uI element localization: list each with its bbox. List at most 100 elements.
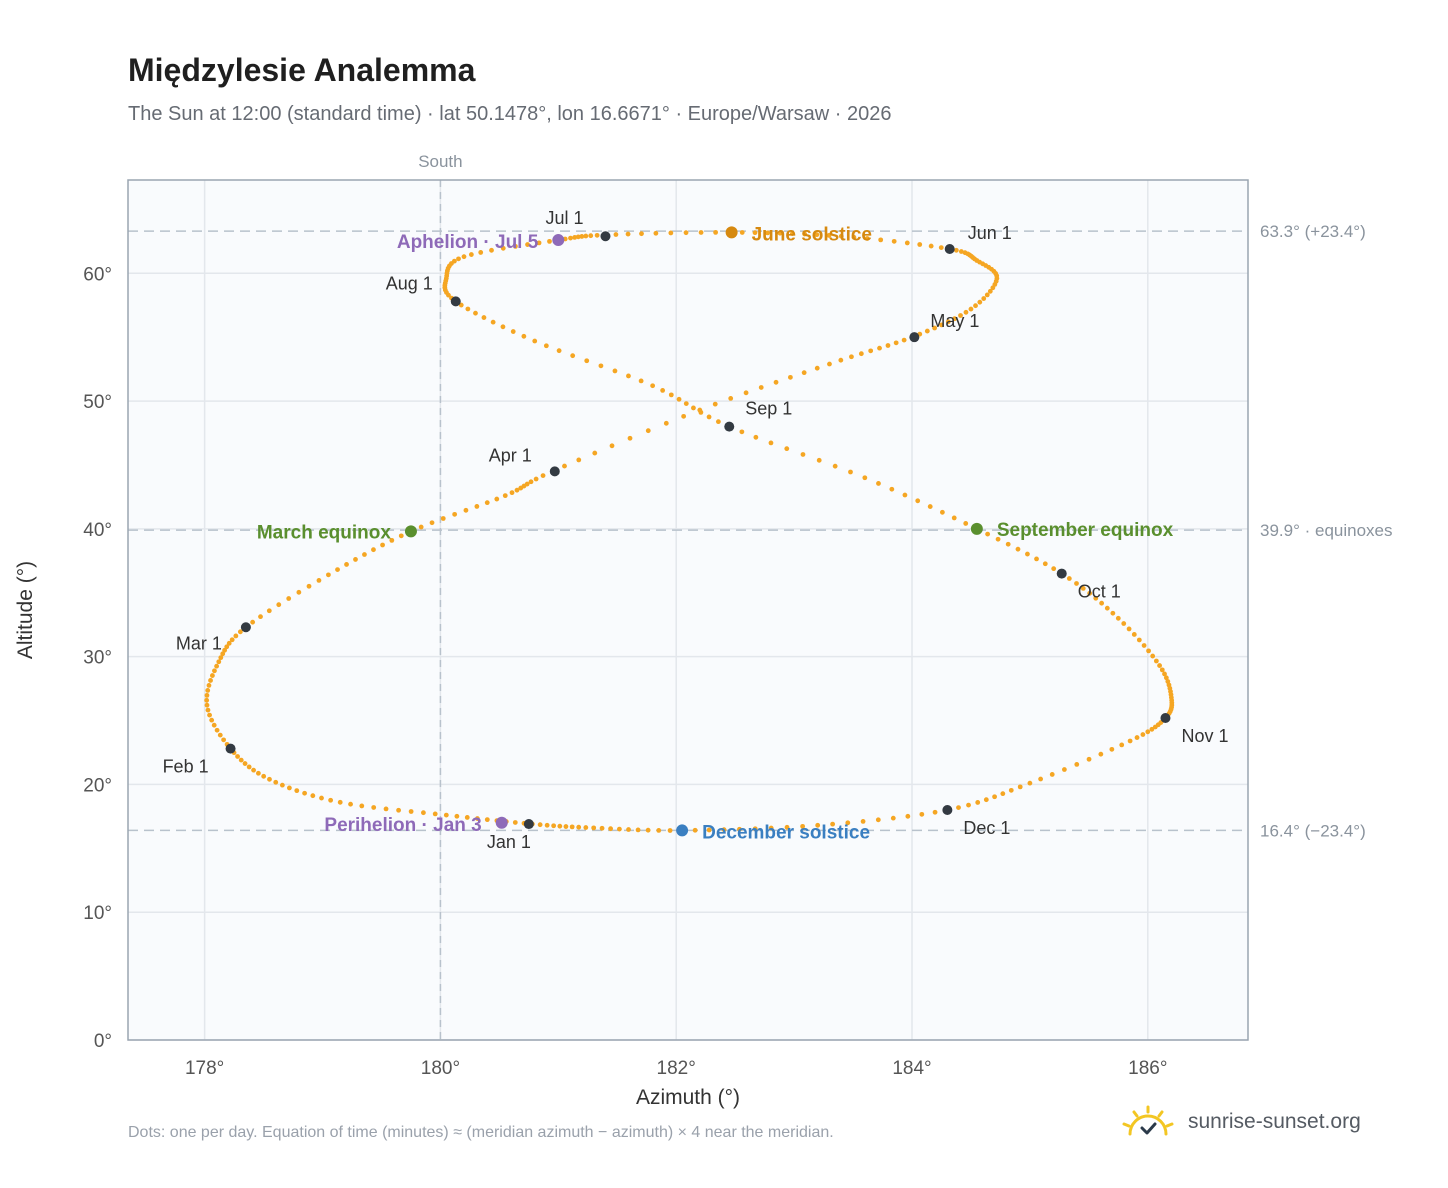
daily-dot <box>1109 746 1115 752</box>
daily-dot <box>668 230 674 236</box>
daily-dot <box>206 682 212 688</box>
daily-dot <box>932 809 938 815</box>
daily-dot <box>575 234 581 240</box>
daily-dot <box>443 812 449 818</box>
daily-dot <box>1115 615 1121 621</box>
daily-dot <box>210 673 215 678</box>
daily-dot <box>250 619 256 625</box>
daily-dot <box>310 793 316 799</box>
daily-dot <box>830 821 836 827</box>
daily-dot <box>1027 780 1033 786</box>
daily-dot <box>576 457 582 463</box>
daily-dot <box>814 365 820 371</box>
daily-dot <box>706 414 712 420</box>
daily-dot <box>681 413 687 419</box>
month-marker <box>724 421 735 432</box>
daily-dot <box>932 325 938 331</box>
daily-dot <box>915 498 921 504</box>
x-tick-label: 180° <box>421 1058 460 1079</box>
daily-dot <box>625 231 631 237</box>
daily-dot <box>1140 732 1146 737</box>
daily-dot <box>739 230 745 235</box>
daily-dot <box>238 757 244 763</box>
daily-dot <box>1025 551 1030 557</box>
daily-dot <box>919 811 925 817</box>
y-tick-label: 20° <box>83 775 112 796</box>
daily-dot <box>500 245 506 251</box>
y-tick-label: 10° <box>83 903 112 924</box>
daily-dot <box>832 463 838 469</box>
daily-dot <box>962 250 968 256</box>
daily-dot <box>984 292 990 298</box>
daily-dot <box>848 469 853 475</box>
daily-dot <box>209 717 215 723</box>
y-tick-label: 40° <box>83 520 112 541</box>
daily-dot <box>579 234 585 239</box>
sun-logo-icon <box>1122 1105 1174 1136</box>
daily-dot <box>547 238 552 244</box>
daily-dot <box>1136 637 1142 643</box>
daily-dot <box>953 247 959 253</box>
daily-dot <box>653 230 659 236</box>
daily-dot <box>261 773 267 779</box>
event-label: Perihelion · Jan 3 <box>324 815 481 836</box>
daily-dots <box>204 229 1175 833</box>
daily-dot <box>927 504 933 509</box>
daily-dot <box>924 328 930 334</box>
daily-dot <box>267 776 272 782</box>
daily-dot <box>1127 738 1133 744</box>
daily-dot <box>656 828 662 833</box>
daily-dot <box>787 374 793 380</box>
daily-dot <box>532 338 538 344</box>
daily-dot <box>229 637 235 643</box>
brand[interactable]: sunrise-sunset.org <box>1120 1104 1361 1140</box>
daily-dot <box>713 229 719 235</box>
daily-dot <box>599 825 605 831</box>
daily-dot <box>383 806 389 812</box>
daily-dot <box>1000 791 1006 797</box>
daily-dot <box>876 481 881 486</box>
daily-dot <box>739 429 745 435</box>
daily-dot <box>928 243 934 249</box>
daily-dot <box>1099 600 1105 606</box>
daily-dot <box>251 767 256 773</box>
daily-dot <box>877 345 882 351</box>
daily-dot <box>540 473 546 479</box>
month-label: Mar 1 <box>176 633 222 653</box>
x-tick-label: 178° <box>185 1058 224 1079</box>
brand-name[interactable]: sunrise-sunset.org <box>1188 1110 1361 1133</box>
daily-dot <box>220 651 226 657</box>
month-label: Jul 1 <box>545 208 583 228</box>
daily-dot <box>525 242 530 247</box>
daily-dot <box>273 779 279 785</box>
daily-dot <box>344 562 349 567</box>
daily-dot <box>211 722 217 728</box>
daily-dot <box>698 230 704 235</box>
daily-dot <box>849 354 854 360</box>
daily-dot <box>1042 561 1048 567</box>
daily-dot <box>958 249 964 254</box>
daily-dot <box>885 343 891 348</box>
month-label: Sep 1 <box>745 399 792 419</box>
daily-dot <box>446 292 451 298</box>
daily-dot <box>1005 541 1011 547</box>
month-label: Dec 1 <box>963 818 1010 838</box>
daily-dot <box>1162 671 1167 677</box>
daily-dot <box>626 827 631 832</box>
daily-dot <box>418 524 424 530</box>
daily-dot <box>348 801 353 807</box>
daily-dot <box>544 822 550 828</box>
daily-dot <box>784 446 790 452</box>
daily-dot <box>452 511 458 517</box>
daily-dot <box>521 333 527 339</box>
daily-dot <box>226 640 232 646</box>
month-marker <box>549 466 560 477</box>
daily-dot <box>939 509 945 515</box>
daily-dot <box>543 343 549 349</box>
daily-dot <box>279 782 285 788</box>
daily-dot <box>777 230 783 236</box>
daily-dot <box>583 825 589 830</box>
daily-dot <box>1093 595 1099 601</box>
daily-dot <box>838 357 844 363</box>
daily-dot <box>584 358 590 364</box>
